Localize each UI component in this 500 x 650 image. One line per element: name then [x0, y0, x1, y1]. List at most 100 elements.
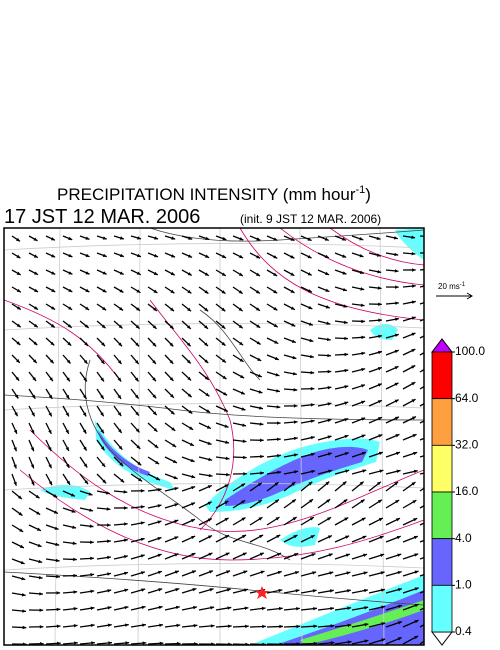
- wind-arrow-head: [157, 504, 162, 508]
- wind-arrow-head: [32, 377, 37, 381]
- wind-arrow-head: [344, 336, 348, 341]
- wind-arrow-head: [120, 478, 125, 483]
- wind-arrow: [419, 607, 424, 611]
- wind-arrow-head: [394, 416, 399, 420]
- wind-arrow-head: [363, 571, 368, 575]
- wind-arrow-head: [89, 508, 94, 512]
- wind-arrow-head: [274, 482, 279, 486]
- wind-arrow-head: [276, 405, 281, 409]
- wind-arrow-head: [155, 460, 160, 465]
- wind-arrow-head: [290, 289, 295, 293]
- wind-arrow-head: [174, 503, 179, 507]
- wind-arrow-head: [176, 641, 181, 645]
- wind-arrow-head: [190, 519, 195, 523]
- wind-arrow-head: [153, 427, 158, 432]
- wind-arrow-head: [152, 325, 157, 329]
- precip-light: [395, 228, 424, 260]
- wind-arrow-head: [361, 517, 366, 522]
- wind-arrow: [419, 487, 424, 492]
- wind-arrow: [419, 590, 424, 594]
- wind-arrow: [419, 455, 424, 458]
- wind-arrow-head: [66, 480, 71, 485]
- wind-arrow-head: [273, 323, 278, 328]
- wind-arrow-head: [412, 434, 417, 438]
- wind-arrow-head: [359, 237, 364, 241]
- wind-arrow-head: [330, 641, 335, 645]
- wind-arrow-head: [343, 320, 348, 325]
- wind-arrow-head: [118, 342, 122, 347]
- wind-arrow-head: [118, 324, 123, 329]
- wind-arrow-head: [157, 488, 162, 492]
- wind-arrow-head: [107, 555, 111, 560]
- wind-arrow-head: [38, 575, 43, 580]
- wind-arrow-head: [100, 377, 104, 382]
- wind-arrow-head: [243, 455, 247, 460]
- wind-arrow-head: [221, 290, 226, 294]
- title-sup: -1: [356, 184, 366, 196]
- wind-arrow-head: [295, 589, 300, 593]
- precip-moderate: [275, 590, 424, 645]
- wind-arrow-head: [396, 451, 400, 456]
- wind-arrow-head: [157, 537, 162, 541]
- wind-arrow-head: [91, 641, 95, 645]
- wind-arrow-head: [171, 236, 176, 240]
- wind-arrow: [419, 285, 424, 288]
- wind-arrow: [419, 505, 424, 509]
- wind-arrow-head: [50, 341, 55, 346]
- wind-arrow-head: [429, 267, 433, 270]
- wind-arrow-head: [309, 338, 314, 343]
- wind-arrow-head: [377, 269, 382, 274]
- wind-arrow-head: [241, 517, 246, 521]
- wind-arrow-head: [191, 474, 196, 479]
- wind-arrow-head: [118, 445, 123, 450]
- wind-arrow-head: [258, 499, 262, 504]
- wind-arrow-head: [155, 476, 160, 481]
- wind-arrow-head: [411, 349, 416, 353]
- wind-arrow-head: [226, 588, 231, 592]
- wind-arrow-head: [313, 624, 318, 628]
- wind-arrow-head: [239, 254, 244, 259]
- wind-arrow-head: [49, 377, 53, 382]
- wind-arrow-head: [152, 342, 157, 347]
- wind-arrow-head: [291, 339, 296, 343]
- wind-arrow-head: [429, 251, 433, 254]
- contours: [4, 228, 424, 561]
- wind-arrow-head: [273, 255, 278, 259]
- wind-arrow-head: [397, 553, 402, 557]
- wind-arrow-head: [327, 418, 332, 423]
- wind-arrow-head: [117, 360, 122, 365]
- wind-arrow-head: [188, 410, 193, 414]
- wind-arrow-head: [259, 552, 264, 556]
- wind-arrow-head: [100, 429, 104, 434]
- wind-arrow-head: [397, 570, 402, 575]
- wind-arrow-head: [325, 271, 330, 275]
- wind-arrow-head: [124, 623, 129, 627]
- wind-arrow-head: [344, 517, 349, 521]
- wind-arrow-head: [310, 419, 315, 423]
- coastline: [4, 228, 424, 606]
- wind-arrow-head: [191, 502, 196, 506]
- colorbar-segment: [431, 491, 453, 540]
- wind-arrow-head: [31, 394, 36, 399]
- wind-arrow-head: [90, 556, 94, 561]
- wind-arrow-head: [380, 571, 385, 575]
- wind-arrow-head: [324, 254, 329, 258]
- wind-arrow-head: [329, 571, 334, 575]
- precip-heavy: [300, 600, 424, 645]
- wind-arrow-head: [169, 359, 174, 364]
- wind-arrow-head: [90, 606, 95, 610]
- wind-arrow-head: [396, 469, 401, 473]
- wind-arrow-head: [259, 534, 264, 539]
- wind-arrow-head: [396, 518, 401, 522]
- wind-arrow-head: [428, 382, 432, 385]
- wind-arrow-head: [123, 506, 128, 510]
- wind-arrow-head: [68, 271, 73, 275]
- wind-arrow-head: [429, 283, 433, 286]
- wind-arrow-head: [242, 535, 247, 539]
- wind-arrow-head: [100, 412, 104, 417]
- wind-arrow: [419, 472, 424, 475]
- wind-arrow-head: [39, 592, 43, 596]
- wind-arrow-head: [239, 358, 244, 362]
- wind-arrow-head: [361, 319, 365, 324]
